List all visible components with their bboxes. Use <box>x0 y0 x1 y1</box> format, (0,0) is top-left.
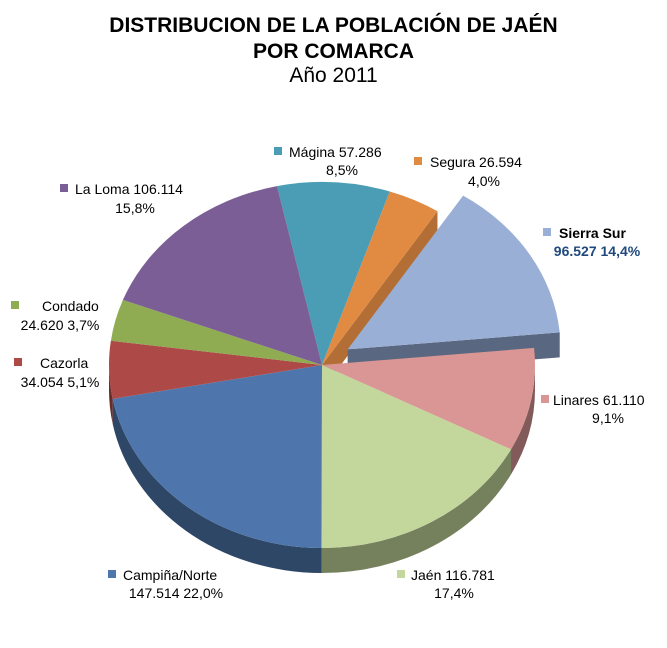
slice-sierra-sur <box>347 195 560 350</box>
label-linares-percent: 9,1% <box>592 410 624 426</box>
label-condado-name: Condado <box>42 298 99 314</box>
label-magina-percent: 8,5% <box>326 162 358 178</box>
label-condado-values: 24.620 3,7% <box>21 317 100 333</box>
label-la-loma-percent: 15,8% <box>115 200 155 216</box>
chart-title-line-1: DISTRIBUCION DE LA POBLACIÓN DE JAÉN <box>109 14 558 37</box>
marker-magina <box>274 147 282 155</box>
label-sierra-sur-value: 96.527 14,4% <box>554 243 641 259</box>
marker-segura <box>414 157 422 165</box>
marker-sierra-sur <box>543 228 551 236</box>
label-campina-norte-values: 147.514 22,0% <box>129 585 223 601</box>
slice-la-loma <box>122 186 322 365</box>
slice-condado <box>110 299 322 365</box>
label-segura-percent: 4,0% <box>468 173 500 189</box>
marker-campina-norte <box>108 570 116 578</box>
marker-la-loma <box>60 184 68 192</box>
chart-subtitle: Año 2011 <box>289 64 378 87</box>
label-linares-name: Linares 61.110 <box>553 392 645 408</box>
label-sierra-sur-name: Sierra Sur <box>559 225 626 241</box>
slice-segura <box>322 191 438 365</box>
marker-condado <box>11 301 19 309</box>
label-jaen-name: Jaén 116.781 <box>411 567 495 583</box>
label-cazorla-values: 34.054 5,1% <box>21 374 100 390</box>
slice-magina <box>276 181 390 365</box>
label-campina-norte-name: Campiña/Norte <box>123 567 217 583</box>
label-magina-name: Mágina 57.286 <box>289 144 382 160</box>
slice-campina-norte <box>112 365 323 548</box>
marker-linares <box>541 395 549 403</box>
slice-cazorla <box>108 340 322 399</box>
slice-linares <box>322 347 535 450</box>
slice-jaen <box>321 365 512 548</box>
slice-side-campina-norte <box>112 398 322 573</box>
slice-side-cazorla <box>109 365 113 424</box>
slice-side-linares <box>511 365 535 475</box>
marker-cazorla <box>14 358 22 366</box>
label-jaen-percent: 17,4% <box>434 585 474 601</box>
label-la-loma-name: La Loma 106.114 <box>75 181 183 197</box>
chart-title-line-2: POR COMARCA <box>253 40 414 63</box>
label-segura-name: Segura 26.594 <box>430 154 522 170</box>
label-cazorla-name: Cazorla <box>40 355 88 371</box>
slice-side-jaen <box>321 449 512 573</box>
marker-jaen <box>397 570 405 578</box>
